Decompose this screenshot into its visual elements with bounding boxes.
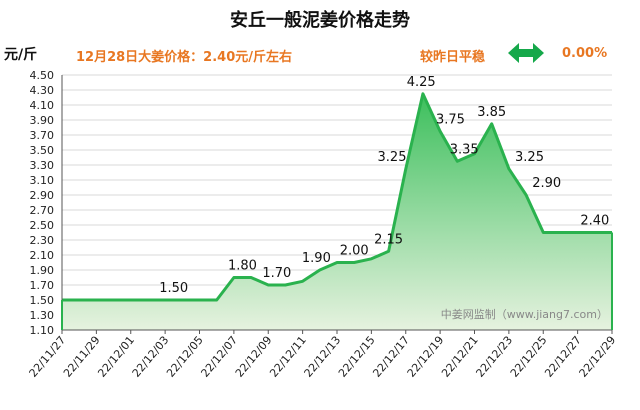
data-label: 1.80 xyxy=(228,259,257,274)
y-tick-label: 3.70 xyxy=(30,129,55,142)
y-tick-label: 2.30 xyxy=(30,234,55,247)
y-tick-label: 3.50 xyxy=(30,144,55,157)
y-tick-label: 1.90 xyxy=(30,264,55,277)
change-percent: 0.00% xyxy=(562,46,608,61)
data-label: 3.25 xyxy=(515,150,544,165)
price-line xyxy=(62,92,612,302)
y-tick-label: 4.50 xyxy=(30,69,55,82)
data-label: 1.90 xyxy=(302,251,331,266)
y-tick-label: 4.30 xyxy=(30,84,55,97)
y-tick-label: 1.30 xyxy=(30,309,55,322)
y-tick-label: 3.90 xyxy=(30,114,55,127)
y-tick-label: 2.10 xyxy=(30,249,55,262)
y-tick-label: 1.70 xyxy=(30,279,55,292)
data-label: 2.15 xyxy=(374,232,403,247)
y-tick-label: 2.90 xyxy=(30,189,55,202)
data-label: 3.35 xyxy=(450,142,479,157)
watermark: 中姜网监制（www.jiang7.com） xyxy=(441,307,608,321)
data-label: 3.25 xyxy=(378,150,407,165)
data-label: 1.70 xyxy=(262,266,291,281)
data-label: 1.50 xyxy=(159,281,188,296)
double-arrow-icon xyxy=(508,43,544,63)
y-tick-label: 1.10 xyxy=(30,324,55,337)
x-tick-label: 22/12/29 xyxy=(577,334,619,380)
price-note: 12月28日大姜价格：2.40元/斤左右 xyxy=(76,50,293,65)
y-tick-label: 2.70 xyxy=(30,204,55,217)
y-tick-label: 1.50 xyxy=(30,294,55,307)
y-tick-label: 4.10 xyxy=(30,99,55,112)
data-label: 2.00 xyxy=(340,244,369,259)
double-arrow-shape xyxy=(508,43,544,63)
data-label: 4.25 xyxy=(407,75,436,90)
data-label: 3.85 xyxy=(477,105,506,120)
data-label: 2.90 xyxy=(532,176,561,191)
y-axis-unit: 元/斤 xyxy=(4,47,38,63)
chart-title: 安丘一般泥姜价格走势 xyxy=(230,10,410,31)
data-label: 3.75 xyxy=(436,112,465,127)
y-tick-label: 3.30 xyxy=(30,159,55,172)
y-tick-label: 2.50 xyxy=(30,219,55,232)
price-area xyxy=(62,93,612,330)
trend-label: 较昨日平稳 xyxy=(420,50,486,65)
y-tick-label: 3.10 xyxy=(30,174,55,187)
data-label: 2.40 xyxy=(580,214,609,229)
